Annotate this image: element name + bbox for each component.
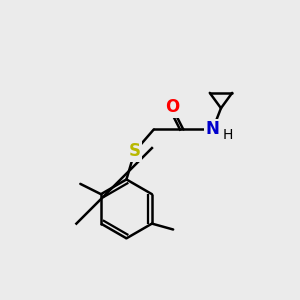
Text: O: O [165,98,179,116]
Text: N: N [206,120,220,138]
Text: H: H [223,128,233,142]
Text: S: S [129,142,141,160]
